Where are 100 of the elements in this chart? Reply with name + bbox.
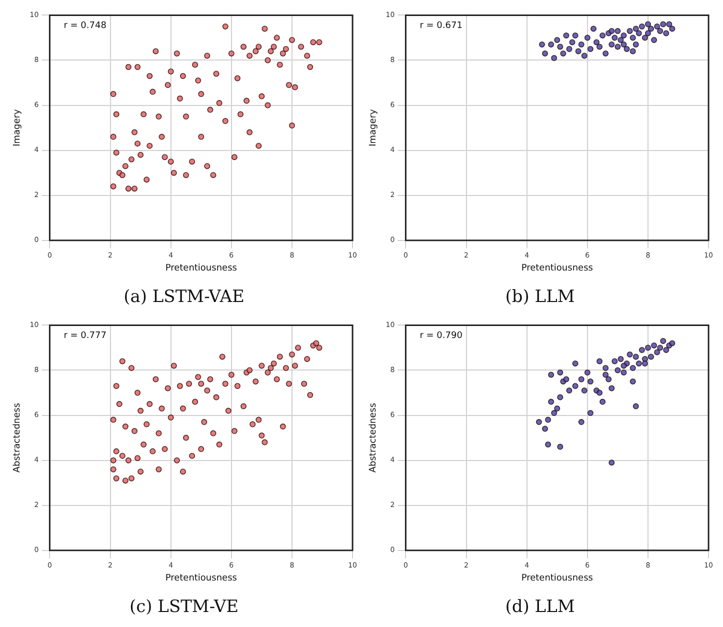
point [554,406,560,412]
point [630,364,636,371]
point [566,388,572,394]
point [644,21,651,28]
point [587,46,594,52]
point [614,44,621,50]
point [578,41,584,48]
text: (c) LSTM-VE [129,597,239,618]
point [638,23,645,30]
point [636,30,642,36]
point [596,358,603,364]
point [648,26,654,32]
point [612,34,618,41]
point [542,426,548,432]
point [600,398,606,405]
point [608,28,615,34]
y-axis-title: Imagery [368,108,379,146]
x-axis-title: Pretentiousness [521,574,594,584]
point [596,44,603,50]
annotation: r = 0.790 [420,331,463,342]
point [612,358,618,364]
point [630,48,636,54]
point [545,442,552,448]
y-axis-title: Abstractedness [368,402,379,473]
point [618,356,624,362]
y-axis-title: Imagery [12,108,23,146]
point [614,28,621,34]
point [651,342,658,348]
point [642,34,648,41]
point [638,346,645,353]
point [587,410,594,416]
text: (a) LSTM-VAE [124,287,244,308]
point [572,383,578,390]
point [630,378,636,384]
point [669,340,676,346]
point [660,338,666,344]
point [632,41,639,48]
point [572,32,578,38]
point [578,419,584,426]
point [551,410,558,416]
point [651,36,658,43]
point [596,390,603,396]
point [644,30,651,36]
point [551,54,558,61]
point [602,364,609,371]
point [563,376,570,382]
point [569,39,576,46]
point [581,52,588,59]
point [572,360,578,366]
point [614,367,621,374]
point [606,376,612,382]
point [654,349,660,356]
point [578,376,584,382]
point [566,46,572,52]
point [657,344,664,351]
point [654,23,660,30]
point [632,354,639,360]
point [602,50,609,56]
point [538,41,545,48]
point [563,32,570,38]
point [548,398,554,405]
point [584,369,590,376]
x-axis-title: Pretentiousness [165,264,238,274]
annotation: r = 0.748 [64,21,107,32]
point [587,378,594,384]
point [542,50,548,56]
point [624,46,630,52]
point [545,416,552,423]
point [636,360,642,366]
point [608,385,615,392]
point [608,460,615,466]
point [618,36,624,43]
point [557,369,564,376]
x-axis-title: Pretentiousness [521,264,594,274]
annotation: r = 0.671 [420,21,462,32]
point [554,36,560,43]
point [663,346,670,353]
y-axis-title: Abstractedness [12,402,23,473]
point [663,30,670,36]
point [608,41,615,48]
point [560,50,566,56]
point [620,362,627,369]
point [632,403,639,410]
point [584,34,590,41]
point [590,26,596,32]
point [644,344,651,351]
text: (b) LLM [505,287,575,308]
point [620,32,627,38]
point [620,41,627,48]
point [660,21,666,28]
point [557,394,564,400]
point [602,372,609,378]
point [620,369,627,376]
point [536,419,542,426]
point [557,44,564,50]
text: (d) LLM [505,597,575,618]
point [600,32,606,38]
point [557,444,564,450]
point [581,388,588,394]
point [575,48,582,54]
